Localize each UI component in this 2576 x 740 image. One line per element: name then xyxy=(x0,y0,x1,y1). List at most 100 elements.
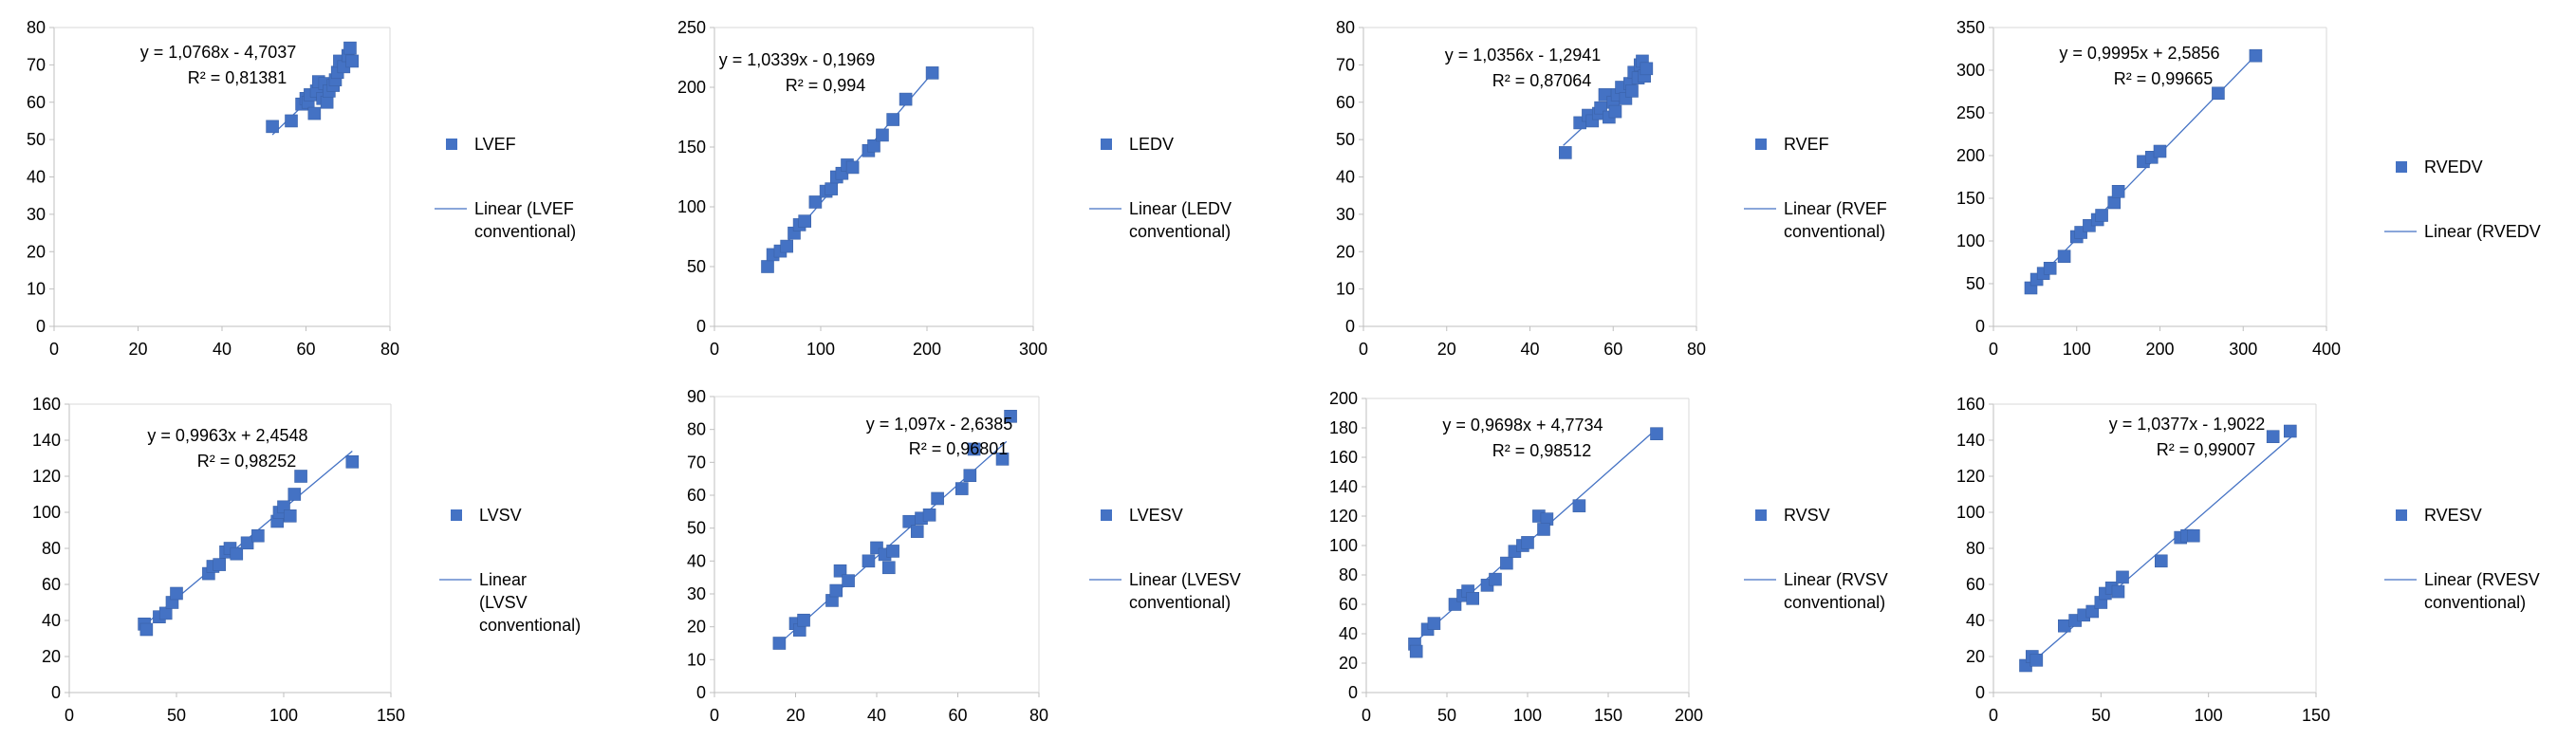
data-point xyxy=(954,482,969,495)
x-tick-label: 50 xyxy=(2091,706,2110,725)
legend-trendline-label: Linear xyxy=(479,570,527,589)
x-tick-label: 100 xyxy=(1513,706,1542,725)
x-tick-label: 80 xyxy=(1687,340,1706,359)
x-tick-label: 60 xyxy=(296,340,315,359)
y-tick-label: 0 xyxy=(51,683,61,702)
legend-series-label: LVSV xyxy=(479,506,522,525)
y-tick-label: 50 xyxy=(687,519,706,538)
data-point xyxy=(2111,185,2125,198)
r-squared-label: R² = 0,96801 xyxy=(909,439,1009,458)
x-tick-label: 0 xyxy=(1359,340,1368,359)
x-tick-label: 60 xyxy=(1603,340,1622,359)
y-tick-label: 120 xyxy=(1329,507,1358,526)
y-tick-label: 0 xyxy=(36,317,46,336)
data-point xyxy=(2111,584,2125,599)
data-point xyxy=(1521,536,1534,549)
legend-marker-icon xyxy=(1755,509,1767,521)
x-tick-label: 50 xyxy=(1437,706,1456,725)
y-tick-label: 0 xyxy=(696,317,706,336)
y-tick-label: 20 xyxy=(1966,647,1985,666)
legend-trendline-label: Linear (RVEF xyxy=(1784,199,1887,218)
x-tick-label: 0 xyxy=(65,706,74,725)
legend-trendline-label: (LVSV xyxy=(479,593,528,612)
data-point xyxy=(862,554,876,568)
data-point xyxy=(808,195,823,209)
y-tick-label: 140 xyxy=(1956,431,1985,450)
trendline-equation: y = 1,0768x - 4,7037 xyxy=(140,43,297,62)
data-point xyxy=(925,66,939,80)
y-tick-label: 40 xyxy=(1966,611,1985,630)
data-point xyxy=(1640,62,1654,76)
r-squared-label: R² = 0,98252 xyxy=(197,452,297,471)
trendline-equation: y = 0,9698x + 4,7734 xyxy=(1442,416,1603,435)
data-point xyxy=(886,545,899,558)
data-point xyxy=(798,214,812,228)
legend-trendline-label: conventional) xyxy=(2424,593,2526,612)
y-tick-label: 20 xyxy=(1336,242,1355,261)
legend-series-label: RVEDV xyxy=(2424,157,2483,176)
trendline-equation: y = 1,0377x - 1,9022 xyxy=(2109,415,2266,434)
data-point xyxy=(886,113,899,126)
data-point xyxy=(2029,653,2044,667)
data-point xyxy=(170,586,183,601)
x-tick-label: 0 xyxy=(710,706,719,725)
y-tick-label: 200 xyxy=(1956,146,1985,165)
data-point xyxy=(343,41,357,55)
y-tick-label: 60 xyxy=(42,575,61,594)
y-tick-label: 50 xyxy=(687,257,706,276)
y-tick-label: 40 xyxy=(42,611,61,630)
y-tick-label: 80 xyxy=(687,420,706,439)
data-point xyxy=(251,528,265,543)
legend-marker-icon xyxy=(451,509,462,521)
trendline-equation: y = 0,9995x + 2,5856 xyxy=(2059,44,2219,63)
data-point xyxy=(833,564,847,578)
data-point xyxy=(797,613,810,627)
y-tick-label: 140 xyxy=(32,431,61,450)
data-point xyxy=(967,442,981,456)
x-tick-label: 0 xyxy=(1989,340,1998,359)
data-point xyxy=(345,54,359,68)
legend-trendline-label: conventional) xyxy=(1784,593,1885,612)
x-tick-label: 20 xyxy=(128,340,147,359)
data-point xyxy=(287,488,302,501)
data-point xyxy=(345,454,360,469)
chart-2: 0 50 100 150 200 250 0 100 200 300 y = 1,0339x - 0… xyxy=(677,18,1232,359)
data-point xyxy=(2107,195,2122,210)
legend-trendline-label: conventional) xyxy=(1129,593,1231,612)
y-tick-label: 0 xyxy=(1345,317,1355,336)
data-point xyxy=(761,260,774,273)
x-tick-label: 200 xyxy=(2145,340,2174,359)
data-point xyxy=(829,583,843,598)
y-tick-label: 50 xyxy=(1336,130,1355,149)
y-tick-label: 80 xyxy=(1339,565,1358,584)
legend-trendline-label: conventional) xyxy=(474,222,576,241)
x-tick-label: 40 xyxy=(213,340,232,359)
chart-5: 0 20 40 60 80 100 120 140 160 0 50 100 150 y = 0,9963… xyxy=(32,395,581,725)
chart-7: 0 20 40 60 80 100 120 140 160 180 200 0 50 100 150 200 y… xyxy=(1329,389,1888,725)
data-point xyxy=(320,95,334,109)
y-tick-label: 40 xyxy=(27,168,46,187)
legend-marker-icon xyxy=(1101,139,1112,150)
r-squared-label: R² = 0,99665 xyxy=(2114,69,2214,88)
legend-trendline-label: conventional) xyxy=(479,616,581,635)
y-tick-label: 70 xyxy=(27,55,46,74)
data-point xyxy=(240,536,254,550)
y-tick-label: 120 xyxy=(1956,467,1985,486)
data-point xyxy=(294,470,307,483)
y-tick-label: 10 xyxy=(687,650,706,669)
y-tick-label: 20 xyxy=(1339,654,1358,673)
data-point xyxy=(1625,84,1639,98)
y-tick-label: 60 xyxy=(687,486,706,505)
x-tick-label: 0 xyxy=(49,340,59,359)
y-tick-label: 70 xyxy=(1336,55,1355,74)
legend-series-label: RVSV xyxy=(1784,506,1830,525)
legend-marker-icon xyxy=(2396,509,2407,521)
r-squared-label: R² = 0,87064 xyxy=(1492,71,1592,90)
data-point xyxy=(963,469,977,483)
chart-1: 0 10 20 30 40 50 60 70 80 0 20 40 60 80 y = 1,0768x - … xyxy=(27,18,576,359)
y-tick-label: 140 xyxy=(1329,477,1358,496)
data-point xyxy=(283,509,297,523)
x-tick-label: 40 xyxy=(1520,340,1539,359)
y-tick-label: 0 xyxy=(1348,683,1358,702)
data-point xyxy=(780,239,793,253)
